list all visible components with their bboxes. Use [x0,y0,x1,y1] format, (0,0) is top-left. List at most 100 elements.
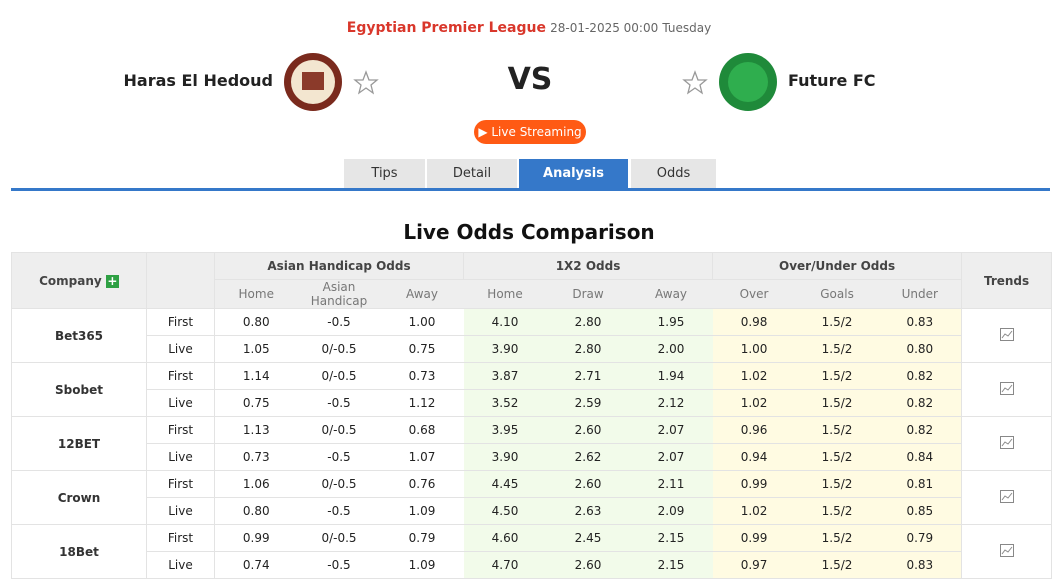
odds-cell: 0/-0.5 [297,335,381,363]
odds-cell: 1.09 [380,497,464,525]
away-team[interactable]: Future FC [788,71,876,90]
odds-cell: 0.99 [712,524,796,552]
header-asian: Asian Handicap Odds [213,252,465,280]
add-company[interactable]: + [105,273,119,288]
trend-icon [999,435,1014,449]
row-label: Live [146,335,215,363]
odds-cell: 1.5/2 [795,524,879,552]
trends-cell[interactable] [961,470,1053,525]
odds-row: Live 0.80 -0.5 1.09 4.50 2.63 2.09 1.02 1.5/2 0.8… [12,497,1052,525]
tab-underline [11,188,1050,191]
tab[interactable]: Analysis [519,159,628,189]
odds-cell: 1.00 [380,308,464,336]
odds-cell: 0.80 [214,497,298,525]
odds-cell: 0.82 [878,389,962,417]
row-label: First [146,524,215,552]
tab[interactable]: Odds [631,159,716,189]
odds-cell: 2.60 [546,416,630,444]
subheader: Away [629,279,713,309]
row-label: First [146,308,215,336]
header-ou: Over/Under Odds [712,252,963,280]
odds-cell: 0.84 [878,443,962,471]
odds-cell: 0.80 [214,308,298,336]
subheader: Away [380,279,464,309]
odds-cell: 0.82 [878,416,962,444]
odds-cell: 1.5/2 [795,362,879,390]
trends-cell[interactable] [961,308,1053,363]
odds-cell: 0.76 [380,470,464,498]
match-info: Egyptian Premier League 28-01-2025 00:00… [0,20,1058,36]
odds-cell: 1.5/2 [795,443,879,471]
odds-cell: 3.52 [463,389,547,417]
header-company: Company + [11,252,147,309]
odds-cell: 0.81 [878,470,962,498]
row-label: First [146,362,215,390]
odds-cell: 0.83 [878,308,962,336]
odds-cell: 4.70 [463,551,547,579]
odds-cell: 0.75 [214,389,298,417]
odds-cell: 3.95 [463,416,547,444]
odds-cell: 3.87 [463,362,547,390]
vs: VS [507,62,553,97]
trend-icon [999,543,1014,557]
row-label: First [146,470,215,498]
favorite-star[interactable] [353,70,379,95]
odds-cell: 0.73 [380,362,464,390]
trends-cell[interactable] [961,416,1053,471]
tab[interactable]: Tips [344,159,425,189]
odds-row: Live 0.75 -0.5 1.12 3.52 2.59 2.12 1.02 1.5/2 0.8… [12,389,1052,417]
odds-cell: 2.59 [546,389,630,417]
odds-cell: 1.07 [380,443,464,471]
odds-cell: 4.10 [463,308,547,336]
odds-cell: 1.02 [712,497,796,525]
datetime: 28-01-2025 00:00 [550,21,659,35]
subheader: Asian Handicap [297,279,381,309]
trends-cell[interactable] [961,362,1053,417]
odds-cell: 0.68 [380,416,464,444]
row-label: Live [146,389,215,417]
odds-cell: 0.82 [878,362,962,390]
weekday: Tuesday [662,21,712,35]
button-label: Live Streaming [491,125,582,139]
odds-cell: 2.15 [629,551,713,579]
odds-row: Sbobet First 1.14 0/-0.5 0.73 3.87 2.71 1.94 1.0… [11,362,1053,417]
header-text: Company [39,273,102,288]
odds-cell: 0.80 [878,335,962,363]
odds-cell: 2.80 [546,335,630,363]
odds-cell: 1.5/2 [795,551,879,579]
odds-cell: 0.74 [214,551,298,579]
company-name[interactable]: 18Bet [11,524,147,579]
odds-cell: 0.94 [712,443,796,471]
odds-cell: 1.95 [629,308,713,336]
odds-cell: 1.02 [712,389,796,417]
favorite-star[interactable] [682,70,708,95]
trends-cell[interactable] [961,524,1053,579]
odds-cell: 0.99 [214,524,298,552]
odds-cell: 1.13 [214,416,298,444]
live-streaming-button[interactable]: ▶ Live Streaming [474,120,586,144]
home-team[interactable]: Haras El Hedoud [123,71,273,90]
odds-cell: 0/-0.5 [297,524,381,552]
company-name[interactable]: Crown [11,470,147,525]
odds-cell: 2.60 [546,551,630,579]
odds-cell: 1.5/2 [795,389,879,417]
odds-table: Company + Asian Handicap Odds 1X2 Odds O… [11,252,1053,579]
odds-cell: 1.00 [712,335,796,363]
tab[interactable]: Detail [427,159,517,189]
odds-cell: 2.62 [546,443,630,471]
company-name[interactable]: Sbobet [11,362,147,417]
odds-row: Live 0.73 -0.5 1.07 3.90 2.62 2.07 0.94 1.5/2 0.8… [12,443,1052,471]
trend-icon [999,327,1014,341]
odds-cell: 0/-0.5 [297,470,381,498]
company-name[interactable]: 12BET [11,416,147,471]
odds-cell: 4.45 [463,470,547,498]
section-title: Live Odds Comparison [403,220,655,244]
odds-cell: 0.79 [878,524,962,552]
odds-cell: 4.50 [463,497,547,525]
league[interactable]: Egyptian Premier League [346,20,546,36]
company-name[interactable]: Bet365 [11,308,147,363]
odds-cell: 4.60 [463,524,547,552]
odds-row: 12BET First 1.13 0/-0.5 0.68 3.95 2.60 2.07 0.96… [11,416,1053,471]
odds-cell: 1.02 [712,362,796,390]
